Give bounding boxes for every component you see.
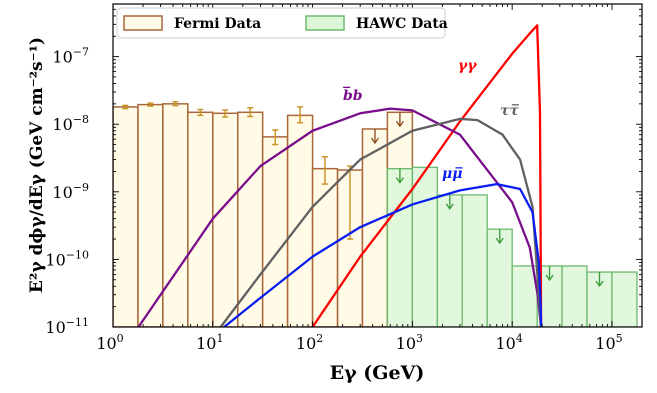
- curve-label-mm: μμ̅: [442, 166, 463, 182]
- legend-swatch-fermi: [123, 15, 163, 31]
- y-tick-label-9: 10−9: [52, 181, 89, 202]
- hawc-bars: [386, 166, 638, 327]
- y-tick-label-10: 10−10: [45, 248, 89, 269]
- fermi-bar-0: [113, 106, 139, 327]
- hawc-bar-3: [461, 194, 488, 327]
- curve-3: [223, 182, 543, 327]
- curve-1: [137, 107, 543, 327]
- fermi-bar-6: [261, 136, 289, 327]
- fermi-bar-2: [162, 103, 189, 327]
- error-bars: [122, 101, 604, 288]
- y-tick-label-8: 10−8: [52, 113, 89, 134]
- x-tick-label-1: 101: [196, 332, 223, 353]
- axis-ticks: 100 101 102 103 104 105 10−11 10−10 10−9 10−8 10−7: [45, 3, 643, 353]
- curve-label-tt: ττ̅: [500, 103, 519, 119]
- fermi-bar-3: [187, 111, 214, 327]
- hawc-upper-limit-2-head: [495, 237, 504, 245]
- fermi-upper-limit-0-head: [370, 137, 380, 145]
- legend: Fermi Data HAWC Data: [116, 7, 448, 39]
- curve-label-gg: γγ: [458, 58, 477, 74]
- hawc-bar-9: [611, 271, 638, 327]
- legend-box: [116, 7, 446, 39]
- model-curves: [137, 24, 543, 327]
- curve-label-bb: b̅b: [343, 85, 363, 104]
- hawc-bar-1: [411, 166, 439, 327]
- fermi-upper-limit-1-head: [395, 120, 404, 128]
- hawc-upper-limit-4-head: [595, 280, 604, 288]
- x-tick-label-0: 100: [96, 332, 123, 353]
- hawc-upper-limit-3-head: [545, 274, 554, 282]
- hawc-upper-limit-0-head: [395, 177, 404, 184]
- fermi-bars: [113, 103, 414, 327]
- legend-swatch-hawc: [305, 15, 345, 31]
- fermi-bar-5: [237, 111, 264, 327]
- legend-label-fermi: Fermi Data: [174, 16, 261, 32]
- x-tick-label-3: 103: [396, 332, 423, 353]
- hawc-upper-limit-1-head: [445, 203, 454, 211]
- x-tick-label-5: 105: [595, 332, 622, 353]
- x-tick-label-2: 102: [296, 332, 323, 353]
- plot-frame: [112, 3, 643, 328]
- hawc-bar-7: [561, 265, 588, 327]
- legend-label-hawc: HAWC Data: [356, 16, 448, 32]
- y-tick-label-11: 10−11: [45, 316, 89, 337]
- fermi-bar-1: [137, 103, 164, 327]
- x-axis-title: Eγ (GeV): [330, 362, 425, 384]
- x-tick-label-4: 104: [495, 332, 522, 353]
- y-axis-title: E²γ dϕγ/dEγ (GeV cm⁻²s⁻¹): [27, 37, 47, 293]
- y-tick-label-7: 10−7: [52, 46, 89, 67]
- hawc-bar-2: [436, 194, 463, 327]
- curve-0: [311, 24, 543, 327]
- fermi-bar-4: [212, 112, 239, 327]
